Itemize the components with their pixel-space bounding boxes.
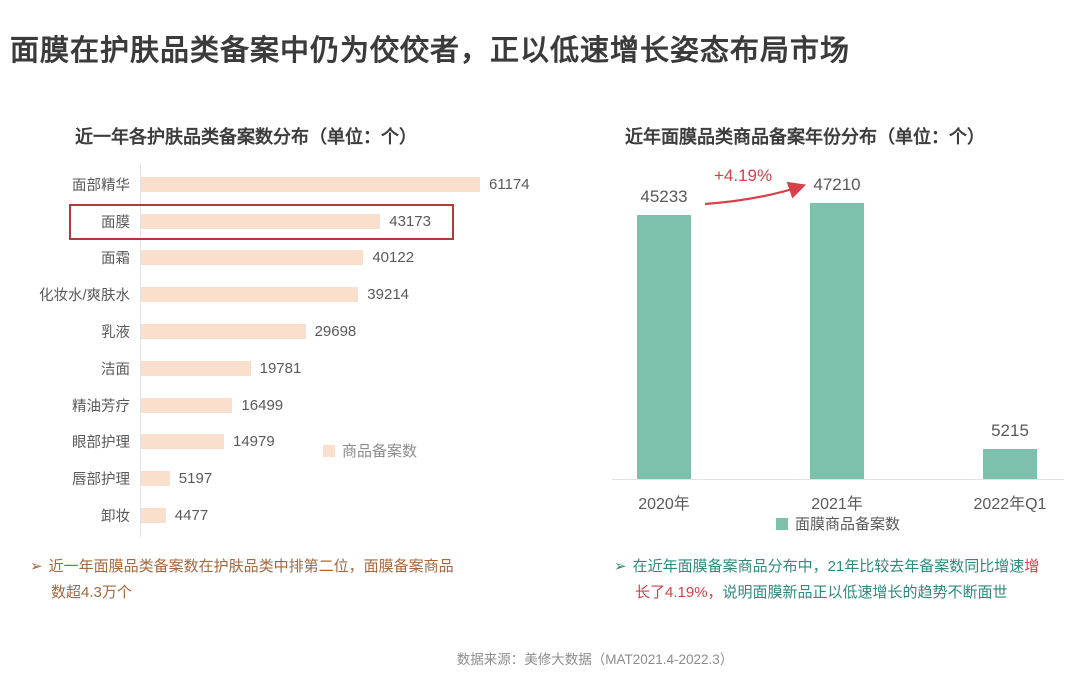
year-value-label: 47210 (813, 175, 861, 194)
year-bar (983, 448, 1037, 479)
value-label: 16499 (241, 396, 284, 414)
bar (141, 250, 364, 266)
note-text: 近一年面膜品类备案数在护肤品类中排第二位，面膜备案商品 (48, 558, 454, 575)
value-label: 61174 (489, 175, 530, 193)
category-label: 洁面 (101, 361, 130, 378)
right-chart-x-axis-line (612, 479, 1064, 480)
bar-row: 卸妆 4477 (30, 497, 535, 534)
note-line: 数超4.3万个 (51, 584, 132, 601)
value-label: 29698 (314, 323, 357, 341)
legend-label: 面膜商品备案数 (795, 516, 901, 533)
value-label: 40122 (372, 249, 415, 267)
year-axis-label: 2021年 (811, 496, 863, 513)
left-chart-y-axis-line (140, 163, 141, 537)
bar-row: 面霜 40122 (30, 240, 535, 277)
page-title: 面膜在护肤品类备案中仍为佼佼者，正以低速增长姿态布局市场 (10, 35, 851, 68)
bar-row: 面部精华 61174 (30, 166, 535, 203)
note-text: 在近年面膜备案商品分布中，21年比较去年备案数同比增速 (632, 558, 1025, 575)
bar (141, 324, 306, 340)
legend-swatch-peach (323, 444, 335, 457)
left-chart-legend: 商品备案数 (323, 440, 417, 461)
right-chart-title: 近年面膜品类商品备案年份分布（单位：个） (625, 126, 985, 147)
year-bar (810, 203, 864, 479)
value-label: 19781 (259, 359, 302, 377)
growth-arrow-icon (704, 181, 807, 206)
bar-row: 洁面 19781 (30, 350, 535, 387)
legend-swatch-teal (776, 517, 788, 530)
year-axis-label: 2020年 (638, 496, 690, 513)
arrow-bullet-icon: ➢ (614, 558, 627, 575)
category-label: 卸妆 (101, 509, 130, 526)
growth-annotation: +4.19% (714, 166, 773, 185)
value-label: 4477 (174, 507, 209, 525)
bar-row: 化妆水/爽肤水 39214 (30, 276, 535, 313)
value-label: 14979 (233, 433, 275, 451)
data-source-footer: 数据来源：美修大数据（MAT2021.4-2022.3） (456, 652, 734, 667)
note-text-red: 增 (1024, 558, 1040, 575)
bar-row: 唇部护理 5197 (30, 460, 535, 497)
right-note: ➢ 在近年面膜备案商品分布中，21年比较去年备案数同比增速增 长了4.19%，说明… (614, 554, 1076, 606)
arrow-bullet-icon: ➢ (30, 558, 43, 575)
category-label: 化妆水/爽肤水 (38, 288, 130, 305)
bar (141, 176, 480, 192)
category-label: 唇部护理 (72, 472, 130, 489)
bar (141, 397, 233, 413)
left-note: ➢ 近一年面膜品类备案数在护肤品类中排第二位，面膜备案商品 数超4.3万个 (30, 554, 535, 606)
left-chart-title: 近一年各护肤品类备案数分布（单位：个） (75, 126, 417, 147)
year-value-label: 45233 (640, 186, 688, 206)
note-line: 长了4.19%，说明面膜新品正以低速增长的趋势不断面世 (614, 580, 1076, 606)
bar (141, 508, 166, 524)
bar-row: 乳液 29698 (30, 313, 535, 350)
bar-row: 精油芳疗 16499 (30, 387, 535, 424)
note-text-red: 长了4.19%， (635, 584, 723, 601)
year-value-label: 5215 (991, 420, 1029, 440)
bar (141, 360, 251, 376)
category-label: 面部精华 (72, 177, 130, 194)
year-bar (637, 214, 691, 479)
note-text: 说明面膜新品正以低速增长的趋势不断面世 (722, 584, 1008, 601)
category-label: 眼部护理 (72, 435, 130, 452)
bar-row: 眼部护理 14979 (30, 424, 535, 461)
note-line: ➢ 近一年面膜品类备案数在护肤品类中排第二位，面膜备案商品 (30, 554, 535, 580)
bar (141, 287, 359, 303)
legend-label: 商品备案数 (342, 443, 418, 460)
bar-row: 面膜 43173 (30, 203, 535, 240)
bar (141, 471, 170, 487)
horizontal-bar-chart: 面部精华 61174 面膜 43173 面霜 40122 化妆水/爽肤水 39214 乳液 296… (30, 166, 535, 534)
bar (141, 213, 381, 229)
category-label: 面膜 (101, 214, 130, 231)
value-label: 43173 (389, 212, 431, 230)
category-label: 面霜 (101, 251, 130, 268)
category-label: 乳液 (101, 325, 130, 342)
category-label: 精油芳疗 (72, 398, 130, 415)
value-label: 5197 (178, 470, 213, 488)
right-chart-legend: 面膜商品备案数 (776, 513, 900, 534)
note-line: ➢ 在近年面膜备案商品分布中，21年比较去年备案数同比增速增 (614, 554, 1076, 580)
year-axis-label: 2022年Q1 (973, 496, 1047, 513)
bar (141, 434, 224, 450)
value-label: 39214 (367, 286, 410, 304)
